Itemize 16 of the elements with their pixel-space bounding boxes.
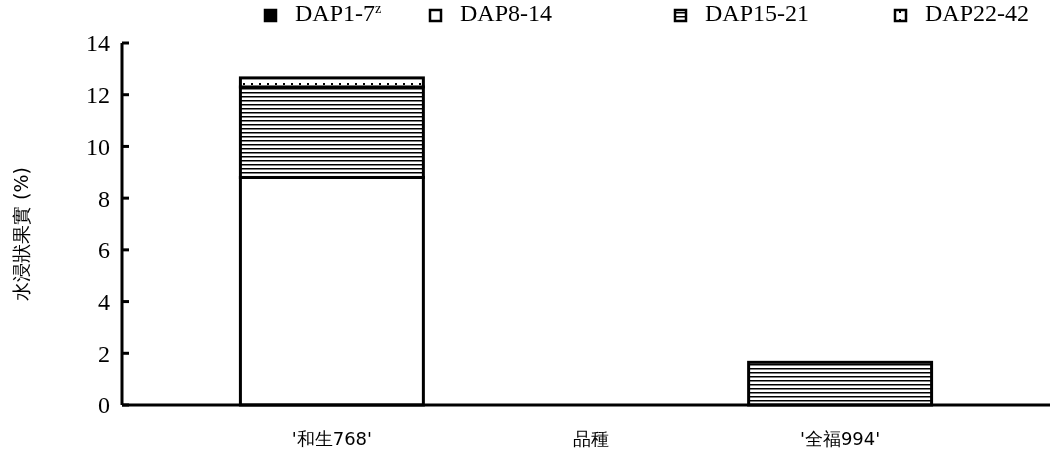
y-tick-label: 12 (86, 82, 110, 109)
y-tick-label: 2 (98, 340, 110, 367)
y-tick-label: 14 (86, 30, 110, 57)
y-tick-label: 8 (98, 185, 110, 212)
legend-label: DAP22-42 (925, 0, 1030, 26)
x-tick-label: '全福994' (799, 428, 881, 449)
y-tick-label: 10 (86, 133, 110, 160)
y-tick-label: 0 (98, 392, 110, 419)
x-tick-label: '和生768' (291, 428, 373, 449)
y-tick-label: 4 (98, 288, 110, 315)
y-tick-label: 6 (98, 237, 110, 264)
legend-label: DAP15-21 (705, 0, 810, 26)
x-axis-title: 品種 (573, 428, 609, 449)
legend-label: DAP8-14 (460, 0, 553, 26)
legend-label: DAP1-7$^{z}$ (295, 0, 382, 26)
y-axis-title: 水浸狀果實 (%) (10, 167, 32, 301)
